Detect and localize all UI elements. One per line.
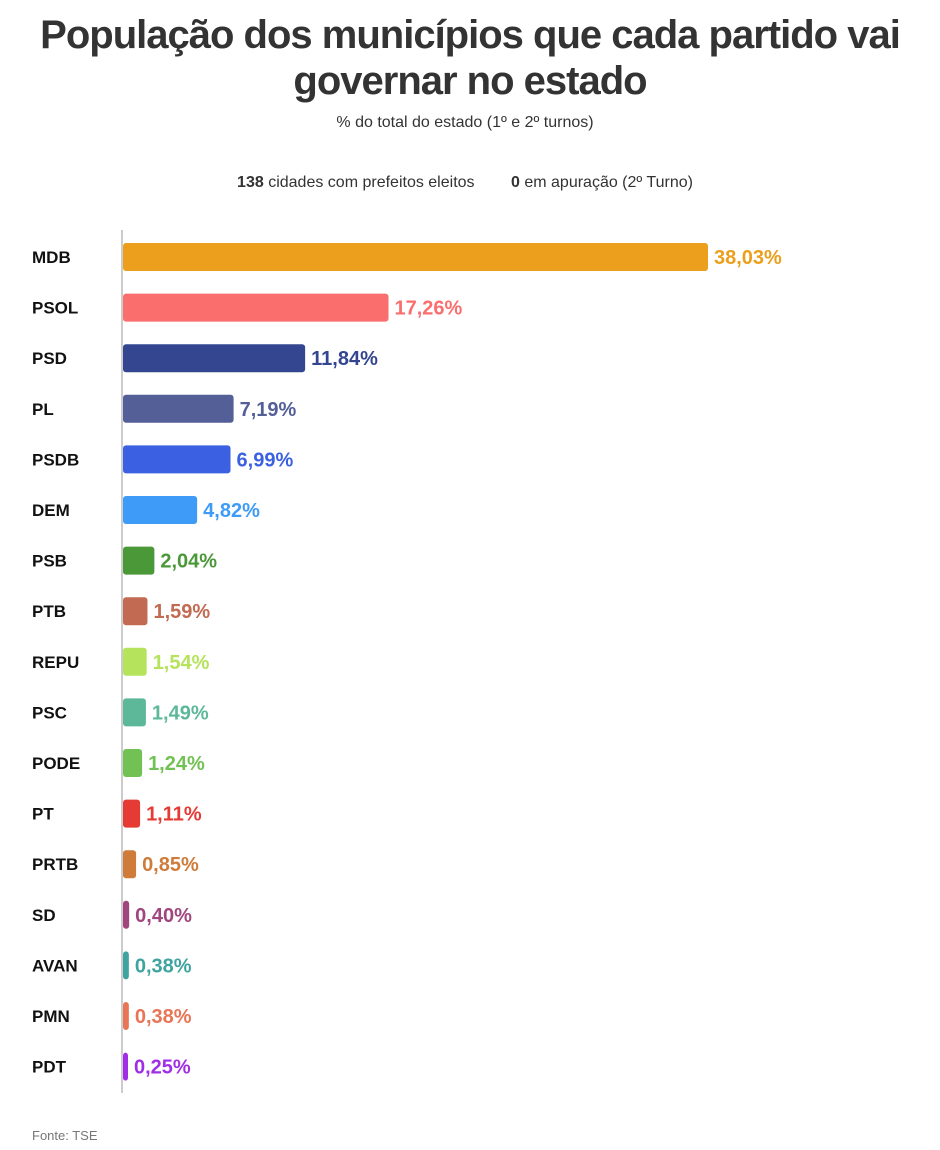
bar xyxy=(123,799,141,828)
value-label: 0,38% xyxy=(135,955,192,977)
bar xyxy=(123,546,155,575)
value-label: 0,38% xyxy=(135,1006,192,1028)
value-label: 4,82% xyxy=(203,500,260,522)
value-label: 1,24% xyxy=(148,753,205,775)
bar xyxy=(123,749,143,777)
bar xyxy=(123,445,231,474)
value-label: 17,26% xyxy=(395,298,463,320)
category-label: MDB xyxy=(32,248,71,267)
category-label: PDT xyxy=(32,1058,67,1077)
stats-line: 138 cidades com prefeitos eleitos 0 em a… xyxy=(0,174,930,192)
category-label: PSDB xyxy=(32,450,79,469)
category-label: PSOL xyxy=(32,299,78,318)
value-label: 0,40% xyxy=(135,905,192,927)
category-label: PODE xyxy=(32,754,80,773)
value-label: 1,59% xyxy=(153,601,210,623)
bar xyxy=(123,293,389,322)
value-label: 11,84% xyxy=(311,348,378,370)
pending-stat: 0 em apuração (2º Turno) xyxy=(511,174,693,192)
pending-text: em apuração (2º Turno) xyxy=(524,174,693,191)
category-label: PT xyxy=(32,805,54,824)
bar xyxy=(123,647,147,676)
value-label: 1,11% xyxy=(146,804,202,826)
bar xyxy=(123,243,708,271)
elected-count: 138 xyxy=(237,174,264,191)
bar-chart: MDB 38,03% PSOL 17,26% PSD 11,84% PL 7,19% PSDB 6… xyxy=(32,230,782,1093)
bar xyxy=(123,850,137,879)
value-label: 7,19% xyxy=(240,399,297,421)
chart-subtitle: % do total do estado (1º e 2º turnos) xyxy=(336,114,594,131)
pending-count: 0 xyxy=(510,174,520,191)
value-label: 0,85% xyxy=(142,854,199,876)
category-label: PL xyxy=(32,400,54,419)
category-label: AVAN xyxy=(32,956,78,975)
category-label: PTB xyxy=(32,602,66,621)
category-label: PSB xyxy=(32,552,67,571)
chart-title: População dos municípios que cada partid… xyxy=(40,13,901,103)
value-label: 38,03% xyxy=(714,247,782,269)
bar xyxy=(123,698,146,727)
value-label: 0,25% xyxy=(134,1057,191,1079)
bar xyxy=(123,951,129,980)
category-label: SD xyxy=(32,906,56,925)
category-label: PSC xyxy=(32,703,67,722)
bar xyxy=(123,496,198,524)
value-label: 6,99% xyxy=(237,449,294,471)
bar xyxy=(123,394,234,423)
category-label: PMN xyxy=(32,1007,70,1026)
value-label: 1,49% xyxy=(152,702,209,724)
value-label: 1,54% xyxy=(153,652,210,674)
category-label: REPU xyxy=(32,653,79,672)
bar xyxy=(123,1002,129,1030)
category-label: PSD xyxy=(32,349,67,368)
bar xyxy=(123,1052,128,1081)
elected-stat: 138 cidades com prefeitos eleitos xyxy=(237,174,474,192)
category-label: PRTB xyxy=(32,855,78,874)
source-note: Fonte: TSE xyxy=(32,1128,98,1143)
value-label: 2,04% xyxy=(160,551,217,573)
category-label: DEM xyxy=(32,501,70,520)
bar xyxy=(123,900,130,929)
bar xyxy=(123,344,306,373)
elected-text: cidades com prefeitos eleitos xyxy=(268,174,475,191)
bar xyxy=(123,597,148,626)
